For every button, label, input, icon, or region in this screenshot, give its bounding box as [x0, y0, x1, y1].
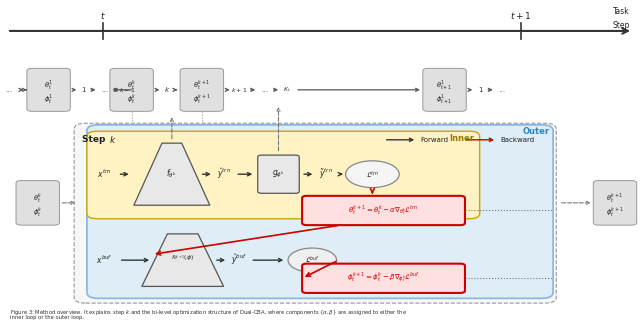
Text: Outer: Outer — [523, 127, 550, 136]
Polygon shape — [134, 143, 210, 205]
Text: $\phi_t^k$: $\phi_t^k$ — [33, 205, 43, 219]
Text: Backward: Backward — [500, 137, 534, 143]
Polygon shape — [142, 234, 223, 286]
FancyBboxPatch shape — [180, 68, 223, 111]
Text: $f_{\hat{\theta}^{k+1}}(\phi)$: $f_{\hat{\theta}^{k+1}}(\phi)$ — [171, 253, 194, 262]
Text: $\theta_t^{k+1}=\theta_t^k-\alpha\nabla_{\theta_t^k}\mathcal{L}^{trn}$: $\theta_t^{k+1}=\theta_t^k-\alpha\nabla_… — [348, 204, 419, 217]
Text: $g_{\phi^k}$: $g_{\phi^k}$ — [272, 169, 285, 180]
Text: $\mathcal{L}^{buf}$: $\mathcal{L}^{buf}$ — [305, 255, 320, 266]
Text: $\theta_t^{k+1}$: $\theta_t^{k+1}$ — [193, 79, 211, 92]
Text: $k+1$: $k+1$ — [231, 86, 248, 94]
Circle shape — [288, 248, 337, 272]
Text: $\mathcal{L}^{trn}$: $\mathcal{L}^{trn}$ — [366, 169, 379, 180]
Text: $\theta_t^k$: $\theta_t^k$ — [127, 79, 136, 92]
Text: inner loop or the outer loop.: inner loop or the outer loop. — [10, 315, 84, 320]
Text: $\hat{y}^{trn}$: $\hat{y}^{trn}$ — [217, 167, 231, 181]
Text: Step: Step — [82, 135, 108, 144]
Text: $\hat{y}^{buf}$: $\hat{y}^{buf}$ — [231, 253, 247, 267]
FancyBboxPatch shape — [258, 155, 300, 193]
FancyBboxPatch shape — [27, 68, 70, 111]
FancyBboxPatch shape — [16, 180, 60, 225]
FancyBboxPatch shape — [87, 125, 553, 298]
Text: Forward: Forward — [420, 137, 448, 143]
Text: $\theta_t^k$: $\theta_t^k$ — [33, 192, 42, 205]
Text: $\phi_t^k$: $\phi_t^k$ — [127, 92, 136, 106]
Text: $\phi_t^1$: $\phi_t^1$ — [44, 92, 53, 106]
Text: Inner: Inner — [449, 134, 474, 143]
Text: $\theta_{t+1}^1$: $\theta_{t+1}^1$ — [436, 79, 452, 92]
Text: $x^{buf}$: $x^{buf}$ — [96, 254, 113, 266]
Text: $k-1$: $k-1$ — [119, 86, 136, 94]
Text: Step: Step — [612, 21, 630, 30]
Text: Task: Task — [613, 7, 630, 16]
Text: ...: ... — [261, 85, 268, 94]
Text: $\phi_t^{k+1}$: $\phi_t^{k+1}$ — [606, 205, 624, 219]
FancyBboxPatch shape — [302, 196, 465, 225]
FancyBboxPatch shape — [423, 68, 467, 111]
Text: $\phi_t^{k+1}=\phi_t^k-\beta\nabla_{\phi_t^k}\mathcal{L}^{buf}$: $\phi_t^{k+1}=\phi_t^k-\beta\nabla_{\phi… — [347, 271, 420, 285]
Text: $k$: $k$ — [164, 85, 170, 94]
Text: ...: ... — [5, 85, 13, 94]
FancyBboxPatch shape — [302, 264, 465, 293]
Text: $f_{\theta^k}$: $f_{\theta^k}$ — [166, 168, 177, 180]
Text: $\tilde{y}^{trn}$: $\tilde{y}^{trn}$ — [319, 167, 333, 181]
Text: $\phi_t^{k+1}$: $\phi_t^{k+1}$ — [193, 92, 211, 106]
FancyBboxPatch shape — [87, 131, 479, 219]
Text: 1: 1 — [478, 87, 483, 93]
Text: $t$: $t$ — [100, 10, 106, 21]
FancyBboxPatch shape — [110, 68, 154, 111]
Text: $\theta_t^{k+1}$: $\theta_t^{k+1}$ — [606, 192, 624, 205]
Text: $k$: $k$ — [109, 134, 116, 145]
Circle shape — [346, 161, 399, 187]
Text: $x^{trn}$: $x^{trn}$ — [97, 168, 111, 180]
Text: $K_t$: $K_t$ — [284, 85, 291, 94]
Text: $\phi_{t+1}^1$: $\phi_{t+1}^1$ — [436, 92, 452, 106]
Text: $t+1$: $t+1$ — [511, 10, 532, 21]
Text: Figure 3: Method overview. It explains step $k$ and the bi-level optimization st: Figure 3: Method overview. It explains s… — [10, 308, 407, 317]
Text: ...: ... — [499, 85, 506, 94]
Text: ...: ... — [101, 85, 108, 94]
Text: 1: 1 — [81, 87, 86, 93]
FancyBboxPatch shape — [74, 123, 556, 303]
FancyBboxPatch shape — [593, 180, 637, 225]
Text: $\theta_t^1$: $\theta_t^1$ — [44, 79, 53, 92]
